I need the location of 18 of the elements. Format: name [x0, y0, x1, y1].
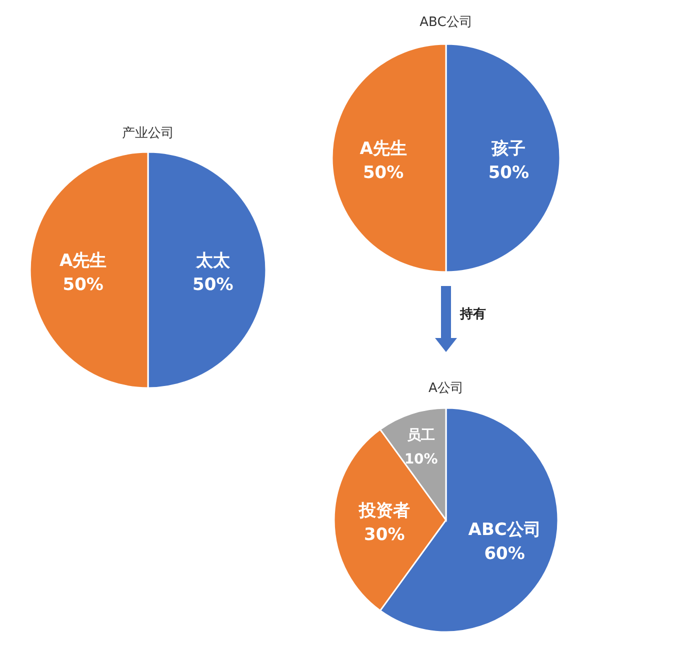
chart-title: ABC公司 [420, 15, 472, 30]
text: 持有 [459, 307, 486, 322]
slice-label: A先生 [360, 139, 407, 159]
data-label: 50% [192, 275, 234, 295]
slice-label: A先生 [60, 251, 107, 271]
data-label: 10% [404, 451, 438, 468]
data-label: 50% [488, 163, 530, 183]
chart-title: 产业公司 [122, 126, 174, 141]
data-label: 50% [362, 163, 404, 183]
slice-label: ABC公司 [468, 520, 541, 540]
slice-label: 孩子 [490, 139, 526, 159]
data-label: 60% [484, 544, 525, 564]
slice-label: 员工 [407, 427, 436, 444]
slice-label: 太太 [194, 251, 231, 271]
data-label: 50% [62, 275, 104, 295]
chart-title: A公司 [428, 381, 464, 396]
slice-label: 投资者 [358, 501, 410, 521]
data-label: 30% [364, 525, 405, 545]
